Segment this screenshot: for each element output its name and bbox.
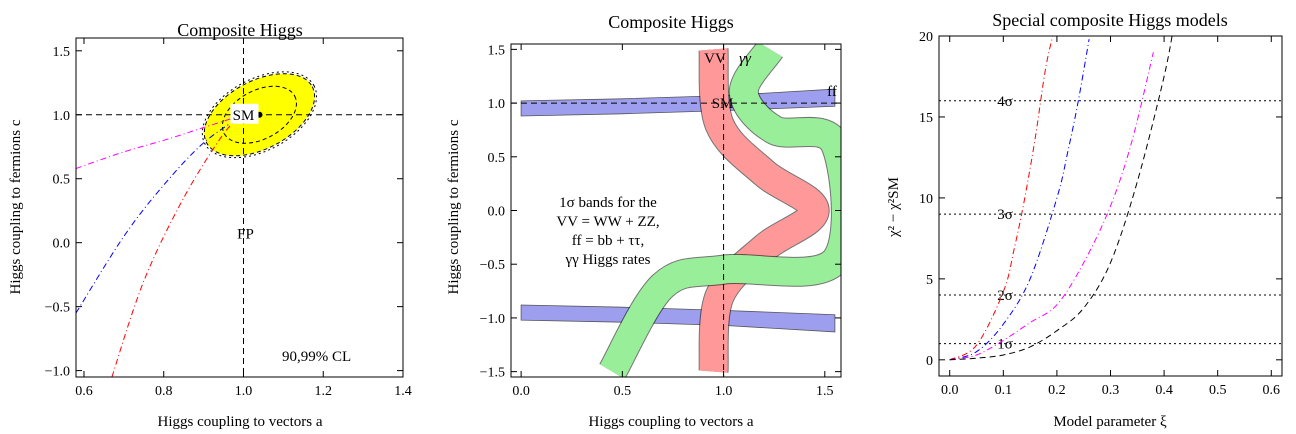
y-tick-label: 15 bbox=[919, 111, 933, 126]
panel2-xlabel: Higgs coupling to vectors a bbox=[589, 414, 754, 430]
x-tick-label: 0.6 bbox=[75, 384, 93, 399]
model-curve-2 bbox=[949, 52, 1154, 361]
model-curve-1 bbox=[949, 39, 1090, 361]
x-tick-label: 0.0 bbox=[512, 384, 530, 399]
model-curve-1 bbox=[76, 114, 244, 314]
model-curve-0 bbox=[949, 36, 1054, 361]
model-curve-3 bbox=[949, 36, 1173, 361]
band-0 bbox=[520, 88, 836, 117]
panel-special-composite-models: Special composite Higgs models 1σ2σ3σ4σ … bbox=[886, 10, 1283, 430]
panel1-xlabel: Higgs coupling to vectors a bbox=[158, 414, 323, 430]
x-tick-label: 1.4 bbox=[394, 384, 412, 399]
point-label-sm: SM bbox=[233, 108, 255, 124]
y-tick-label: 1.5 bbox=[488, 43, 506, 58]
panel-composite-higgs-ellipse: Composite Higgs SM FP 0.6 0.8 1.0 1.2 1.4 −1.0… bbox=[8, 20, 412, 430]
panel2-annotation-line4: γγ Higgs rates bbox=[565, 252, 651, 268]
y-tick-label: −1.0 bbox=[480, 312, 505, 327]
y-tick-label: 20 bbox=[919, 30, 933, 45]
x-tick-label: 0.5 bbox=[614, 384, 632, 399]
x-tick-label: 0.4 bbox=[1155, 383, 1173, 398]
x-tick-label: 1.0 bbox=[715, 384, 733, 399]
band-1 bbox=[520, 304, 836, 333]
panel3-title: Special composite Higgs models bbox=[992, 10, 1227, 30]
panel3-xlabel: Model parameter ξ bbox=[1053, 414, 1167, 430]
model-curve-2 bbox=[111, 114, 244, 377]
point-label-fp: FP bbox=[237, 227, 254, 243]
x-tick-label: 1.2 bbox=[314, 384, 332, 399]
band-label-ff: ff bbox=[827, 84, 837, 100]
x-tick-label: 1.5 bbox=[816, 384, 834, 399]
panel3-ylabel: χ² − χ²SM bbox=[886, 177, 902, 238]
model-curve-0 bbox=[76, 114, 244, 169]
y-tick-label: 1.0 bbox=[53, 109, 71, 124]
sigma-label-1: 1σ bbox=[997, 337, 1013, 353]
panel-composite-higgs-bands: Composite Higgs SM VV γγ ff 0.0 0.5 1.0 1.5 −1.… bbox=[446, 12, 842, 430]
x-tick-label: 0.6 bbox=[1263, 383, 1281, 398]
panel2-annotation: 1σ bands for the VV = WW + ZZ, ff = bb +… bbox=[556, 195, 659, 268]
x-tick-label: 0.8 bbox=[155, 384, 173, 399]
panel2-annotation-line2: VV = WW + ZZ, bbox=[556, 214, 659, 230]
panel2-title: Composite Higgs bbox=[608, 12, 734, 32]
sm-label-background bbox=[230, 103, 259, 124]
y-tick-label: 0.5 bbox=[53, 173, 71, 188]
band-label-vv: VV bbox=[704, 51, 726, 67]
y-tick-label: 1.0 bbox=[488, 97, 506, 112]
x-tick-label: 0.0 bbox=[941, 383, 959, 398]
panel1-plot-area: SM FP bbox=[76, 38, 403, 377]
panel1-ticks: 0.6 0.8 1.0 1.2 1.4 −1.0 −0.5 0.0 0.5 1.0 1.5 bbox=[45, 38, 412, 399]
x-tick-label: 1.0 bbox=[235, 384, 253, 399]
x-tick-label: 0.2 bbox=[1048, 383, 1066, 398]
point-label-sm: SM bbox=[712, 96, 734, 112]
panel3-plot-area: 1σ 2σ 3σ 4σ bbox=[939, 36, 1282, 361]
y-tick-label: 0.0 bbox=[488, 205, 506, 220]
panel1-cl-annotation: 90,99% CL bbox=[282, 349, 351, 365]
x-tick-label: 0.1 bbox=[995, 383, 1013, 398]
panel3-ticks: 0.0 0.1 0.2 0.3 0.4 0.5 0.6 0 5 10 15 20 bbox=[919, 30, 1282, 398]
y-tick-label: 0 bbox=[926, 354, 933, 369]
y-tick-label: −0.5 bbox=[45, 301, 70, 316]
panel2-ylabel: Higgs coupling to fermions c bbox=[446, 119, 462, 294]
panel2-plot-area: SM VV γγ ff bbox=[511, 44, 841, 377]
ellipse-99-outer-boundary bbox=[201, 71, 318, 159]
y-tick-label: 10 bbox=[919, 192, 933, 207]
band-2 bbox=[699, 48, 829, 373]
panel2-annotation-line1: 1σ bands for the bbox=[559, 195, 657, 211]
x-tick-label: 0.3 bbox=[1102, 383, 1120, 398]
panel2-ticks: 0.0 0.5 1.0 1.5 −1.5 −1.0 −0.5 0.0 0.5 1.0 1.5 bbox=[480, 43, 841, 399]
sigma-label-4: 4σ bbox=[997, 94, 1013, 110]
panel2-annotation-line3: ff = bb + ττ, bbox=[572, 233, 644, 249]
band-3 bbox=[599, 44, 841, 377]
panel1-title: Composite Higgs bbox=[177, 20, 303, 40]
y-tick-label: 0.5 bbox=[488, 151, 506, 166]
y-tick-label: −1.5 bbox=[480, 366, 505, 381]
sigma-label-2: 2σ bbox=[997, 288, 1013, 304]
x-tick-label: 0.5 bbox=[1209, 383, 1227, 398]
panel1-frame bbox=[75, 37, 404, 378]
sigma-label-3: 3σ bbox=[997, 207, 1013, 223]
y-tick-label: 0.0 bbox=[53, 237, 71, 252]
panel1-ylabel: Higgs coupling to fermions c bbox=[8, 119, 24, 294]
y-tick-label: 5 bbox=[926, 273, 933, 288]
y-tick-label: −1.0 bbox=[45, 365, 70, 380]
y-tick-label: −0.5 bbox=[480, 258, 505, 273]
y-tick-label: 1.5 bbox=[53, 45, 71, 60]
band-label-gammagamma: γγ bbox=[739, 51, 752, 67]
